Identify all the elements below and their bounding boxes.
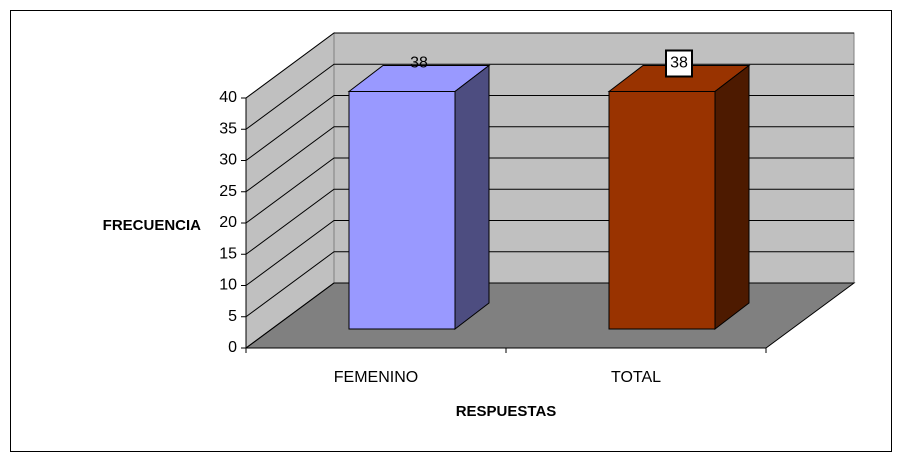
bar [608,91,716,330]
y-tick-label: 35 [219,120,237,137]
y-axis-title: FRECUENCIA [103,217,202,234]
plot-area [244,32,856,349]
x-axis-title: RESPUESTAS [456,403,557,420]
data-label-box [665,49,693,78]
grid-line [245,32,854,99]
bar-side [454,64,490,331]
bar-side [714,64,750,331]
y-tick-label: 30 [219,152,237,169]
y-tick-label: 40 [219,89,237,106]
y-tick-label: 5 [228,308,237,325]
data-label: 38 [410,55,428,72]
y-tick-label: 10 [219,277,237,294]
bar [348,91,456,330]
y-tick-label: 25 [219,183,237,200]
floor [244,282,856,349]
y-tick-label: 15 [219,245,237,262]
y-tick-label: 0 [228,339,237,356]
x-tick-label: FEMENINO [334,369,418,386]
data-label: 38 [670,55,688,72]
y-tick-label: 20 [219,214,237,231]
x-tick-label: TOTAL [611,369,661,386]
